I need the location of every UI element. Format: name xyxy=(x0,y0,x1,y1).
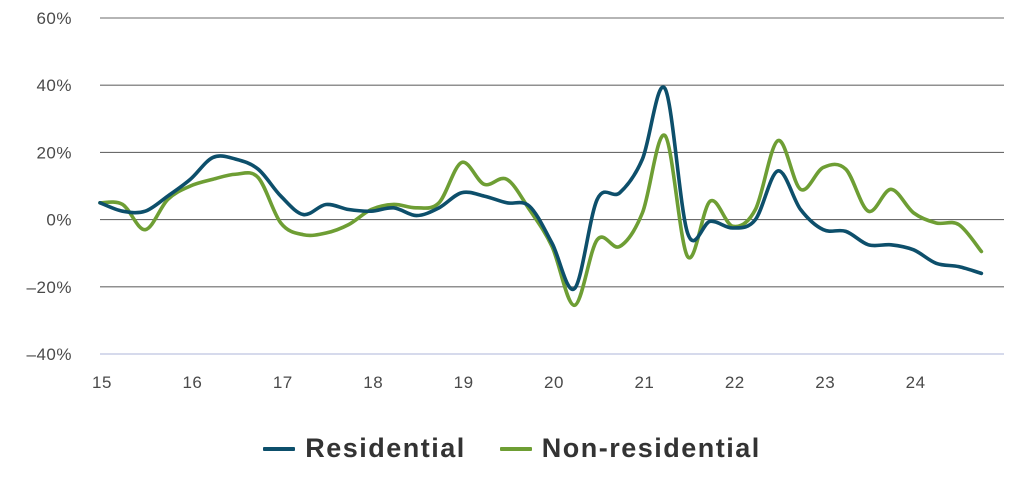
x-tick-label: 17 xyxy=(273,373,293,392)
series-line-residential xyxy=(98,85,984,292)
y-tick-label: –20% xyxy=(27,278,72,297)
y-axis-tick-labels: 60% 40% 20% 0% –20% –40% xyxy=(27,9,72,364)
legend-label-non-residential: Non-residential xyxy=(541,433,761,463)
x-tick-label: 21 xyxy=(634,373,654,392)
y-tick-label: 60% xyxy=(36,9,72,28)
legend-item-non-residential[interactable]: Non-residential xyxy=(499,433,761,464)
legend-swatch-residential xyxy=(263,446,296,451)
x-tick-label: 16 xyxy=(182,373,202,392)
legend-item-residential[interactable]: Residential xyxy=(263,433,466,464)
legend-label-residential: Residential xyxy=(305,433,466,463)
x-tick-label: 18 xyxy=(363,373,383,392)
x-tick-label: 15 xyxy=(92,373,112,392)
y-tick-label: 40% xyxy=(36,76,72,95)
x-tick-label: 23 xyxy=(815,373,835,392)
y-tick-label: 20% xyxy=(36,143,72,162)
x-tick-label: 20 xyxy=(544,373,564,392)
series-lines xyxy=(98,85,984,308)
legend: Residential Non-residential xyxy=(0,433,1024,464)
x-tick-label: 24 xyxy=(906,373,926,392)
y-tick-label: 0% xyxy=(46,211,72,230)
gridlines xyxy=(100,17,1004,355)
y-tick-label: –40% xyxy=(27,345,72,364)
x-axis-tick-labels: 15 16 17 18 19 20 21 22 23 24 xyxy=(92,373,926,392)
x-tick-label: 19 xyxy=(454,373,474,392)
x-tick-label: 22 xyxy=(725,373,745,392)
legend-swatch-non-residential xyxy=(499,446,532,451)
